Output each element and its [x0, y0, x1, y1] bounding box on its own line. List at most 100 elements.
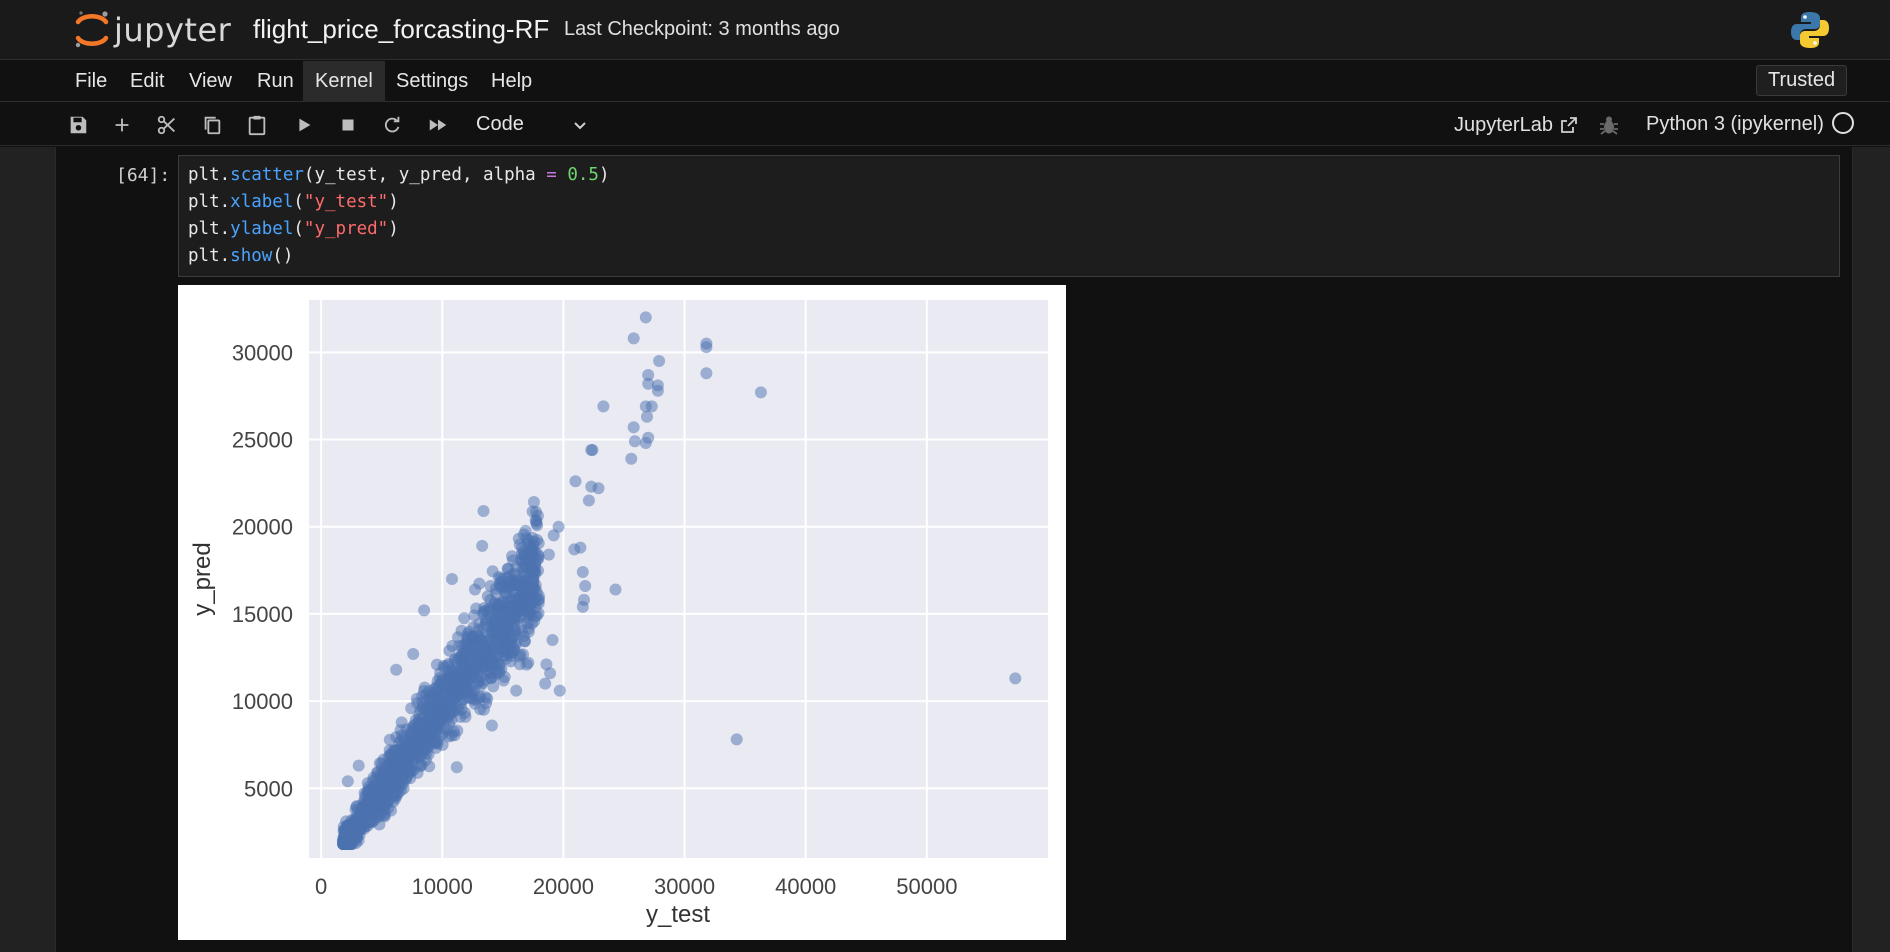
scatter-point [539, 677, 552, 690]
kernel-name[interactable]: Python 3 (ipykernel) [1646, 113, 1824, 135]
scatter-point [576, 600, 589, 613]
logo-text: jupyter [114, 11, 232, 49]
code-token-alpha-value: 0.5 [567, 165, 599, 185]
code-token-plt-ylabel-obj: plt. [188, 219, 231, 239]
menu-run[interactable]: Run [257, 70, 294, 92]
scatter-point [377, 809, 390, 821]
scatter-point [546, 634, 559, 646]
scatter-point [628, 435, 641, 448]
scatter-point [437, 675, 450, 688]
code-cell-editor[interactable]: plt.scatter(y_test, y_pred, alpha = 0.5)… [178, 155, 1840, 277]
code-token-xlabel-string: "y_test" [303, 192, 389, 212]
scatter-point [391, 762, 403, 775]
scatter-point [498, 625, 511, 638]
restart-run-all-button[interactable] [424, 111, 452, 139]
scatter-point [484, 656, 497, 669]
grid-lines [309, 300, 1048, 858]
x-tick-label: 20000 [533, 874, 594, 899]
cell-type-select[interactable]: Code [464, 109, 600, 140]
scatter-point [438, 721, 451, 734]
run-button[interactable] [290, 111, 318, 139]
scatter-point [569, 475, 582, 488]
code-token-show-parens: () [272, 246, 294, 266]
menu-help[interactable]: Help [491, 70, 533, 92]
y-tick-label: 25000 [232, 428, 293, 453]
scatter-point [469, 663, 482, 676]
debugger-bug-icon[interactable] [1598, 114, 1620, 136]
execution-count-prompt: [64]: [116, 165, 171, 186]
x-axis-label: y_test [646, 901, 710, 928]
code-token-space [557, 165, 568, 185]
scatter-point [730, 733, 743, 746]
menu-file[interactable]: File [75, 70, 108, 92]
scatter-point [552, 520, 565, 533]
code-token-scatter: scatter [230, 165, 304, 185]
scatter-point [497, 674, 510, 687]
open-jupyterlab-link[interactable]: JupyterLab [1454, 111, 1579, 139]
paste-button[interactable] [243, 111, 271, 139]
copy-button[interactable] [198, 111, 226, 139]
scatter-point [459, 706, 471, 719]
scatter-point [627, 421, 640, 434]
scatter-point [642, 369, 655, 381]
scatter-point [517, 528, 530, 541]
cut-button[interactable] [153, 111, 181, 139]
scatter-point [586, 444, 599, 456]
scatter-point [431, 714, 443, 727]
scatter-point [522, 656, 535, 669]
code-token-args-close: ) [598, 165, 610, 185]
scatter-point [582, 494, 595, 507]
notebook-title[interactable]: flight_price_forcasting-RF [253, 14, 550, 44]
scatter-point [542, 548, 555, 561]
cell-type-value: Code [476, 113, 524, 135]
x-tick-label: 0 [315, 874, 327, 899]
add-cell-button[interactable] [108, 111, 136, 139]
trusted-button[interactable]: Trusted [1756, 65, 1848, 96]
scatter-point [627, 332, 640, 345]
scatter-point [639, 311, 652, 324]
notebook-toolbar: Code JupyterLab Python 3 (ipykernel) [0, 103, 1890, 146]
scatter-point [344, 833, 357, 846]
scatter-point [469, 583, 481, 596]
restart-button[interactable] [378, 111, 406, 139]
scatter-point [352, 759, 365, 772]
notebook-gutter-left [0, 147, 55, 952]
code-token-paren: ( [293, 219, 304, 239]
scatter-point [506, 550, 518, 563]
scatter-point [700, 341, 713, 354]
save-button[interactable] [64, 111, 92, 139]
scatter-point [641, 410, 653, 423]
scatter-point [1009, 672, 1022, 685]
menu-bar: File Edit View Run Kernel Settings Help … [0, 61, 1890, 102]
x-tick-label: 30000 [654, 874, 715, 899]
copy-icon [204, 116, 221, 135]
scatter-point [510, 684, 523, 697]
scatter-point [393, 750, 406, 763]
menu-view[interactable]: View [189, 70, 232, 92]
scatter-point [387, 778, 400, 791]
y-tick-label: 10000 [232, 689, 293, 714]
scatter-point [495, 663, 508, 676]
menu-settings[interactable]: Settings [396, 70, 469, 92]
jupyter-logo[interactable]: jupyter [72, 8, 248, 52]
stop-icon [342, 119, 354, 131]
top-header: jupyter flight_price_forcasting-RF Last … [0, 0, 1890, 60]
code-token-plt-show-obj: plt. [188, 246, 231, 266]
python-logo-icon [1791, 12, 1829, 48]
scatter-point [487, 670, 500, 683]
cell-output-plot: 0 10000 20000 30000 40000 50000 5000 10000 15000… [178, 285, 1066, 940]
menu-kernel[interactable]: Kernel [303, 61, 385, 102]
scatter-plot: 0 10000 20000 30000 40000 50000 5000 10000 15000… [189, 300, 1048, 928]
stop-button[interactable] [334, 111, 362, 139]
scatter-point [645, 400, 658, 413]
scatter-point [517, 565, 530, 578]
menu-edit[interactable]: Edit [130, 70, 165, 92]
scatter-point [418, 604, 431, 617]
scatter-point [527, 496, 540, 508]
scatter-point [642, 377, 655, 390]
scatter-point [509, 626, 522, 639]
scatter-point [489, 582, 502, 595]
scatter-point [446, 639, 459, 652]
scatter-point [490, 607, 503, 620]
scatter-point [609, 583, 622, 596]
